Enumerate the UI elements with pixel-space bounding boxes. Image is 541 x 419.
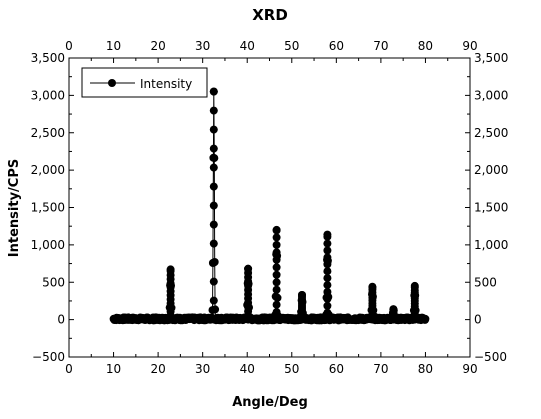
peak-point xyxy=(272,240,281,249)
peak-point xyxy=(323,232,332,241)
peak-point xyxy=(209,163,218,172)
y-tick-label-right: 1,500 xyxy=(474,201,508,215)
y-tick-label-left: −500 xyxy=(32,350,65,364)
y-tick-label-right: 2,000 xyxy=(474,163,508,177)
x-tick-label-top: 90 xyxy=(462,39,477,53)
x-tick-label-top: 20 xyxy=(150,39,165,53)
y-tick-label-left: 2,000 xyxy=(31,163,65,177)
peak-point xyxy=(209,144,218,153)
peak-point xyxy=(272,293,281,302)
plot-frame xyxy=(68,57,471,358)
data-point xyxy=(211,305,220,314)
peak-point xyxy=(323,260,332,269)
peak-point xyxy=(272,300,281,309)
peak-point xyxy=(209,239,218,248)
peak-point xyxy=(272,285,281,294)
x-tick-label-bottom: 70 xyxy=(373,362,388,376)
x-axis-title: Angle/Deg xyxy=(232,395,308,410)
y-tick-label-left: 1,000 xyxy=(31,238,65,252)
data-point xyxy=(210,154,219,163)
x-tick-label-bottom: 40 xyxy=(240,362,255,376)
y-tick-label-right: 3,000 xyxy=(474,88,508,102)
peak-point xyxy=(209,125,218,134)
x-tick-label-bottom: 0 xyxy=(65,362,73,376)
peak-point xyxy=(209,182,218,191)
x-tick-label-bottom: 90 xyxy=(462,362,477,376)
peak-point xyxy=(209,277,218,286)
peak-point xyxy=(209,220,218,229)
peak-point xyxy=(272,278,281,287)
x-tick-label-bottom: 60 xyxy=(329,362,344,376)
peak-point xyxy=(323,288,332,296)
peak-point xyxy=(209,296,218,305)
x-tick-label-bottom: 80 xyxy=(418,362,433,376)
peak-point xyxy=(209,315,218,324)
peak-point xyxy=(272,263,281,272)
peak-point xyxy=(209,258,218,267)
peak-point xyxy=(323,246,332,255)
x-tick-label-top: 0 xyxy=(65,39,73,53)
x-tick-label-bottom: 30 xyxy=(195,362,210,376)
y-tick-label-right: 1,000 xyxy=(474,238,508,252)
x-tick-label-top: 40 xyxy=(240,39,255,53)
peak-point xyxy=(323,253,332,262)
x-tick-label-top: 80 xyxy=(418,39,433,53)
legend: Intensity xyxy=(81,67,208,98)
series-markers xyxy=(109,87,430,325)
peak-point xyxy=(272,233,281,242)
legend-series-name: Intensity xyxy=(140,77,192,91)
peak-point xyxy=(323,294,332,303)
peak-point xyxy=(298,291,306,299)
x-tick-label-bottom: 20 xyxy=(150,362,165,376)
y-tick-label-right: 0 xyxy=(474,313,482,327)
peak-point xyxy=(272,225,281,234)
y-tick-label-right: 2,500 xyxy=(474,126,508,140)
peak-point xyxy=(389,305,398,314)
data-point xyxy=(421,314,430,323)
y-tick-label-left: 3,500 xyxy=(31,51,65,65)
peak-point xyxy=(323,281,332,290)
y-tick-label-right: −500 xyxy=(474,350,507,364)
y-tick-label-left: 1,500 xyxy=(31,201,65,215)
plot-area xyxy=(109,87,430,325)
y-tick-label-right: 3,500 xyxy=(474,51,508,65)
axes: 00101020203030404050506060707080809090−5… xyxy=(31,39,509,376)
y-tick-label-left: 0 xyxy=(57,313,65,327)
x-tick-label-top: 30 xyxy=(195,39,210,53)
x-tick-label-bottom: 10 xyxy=(106,362,121,376)
peak-point xyxy=(209,106,218,115)
x-tick-label-top: 50 xyxy=(284,39,299,53)
peak-point xyxy=(323,308,332,317)
x-tick-label-top: 70 xyxy=(373,39,388,53)
peak-point xyxy=(209,201,218,210)
y-tick-label-left: 500 xyxy=(42,275,65,289)
peak-point xyxy=(272,248,281,257)
series-line xyxy=(113,91,426,323)
peak-point xyxy=(272,255,281,264)
peak-point xyxy=(323,315,332,324)
chart-title: XRD xyxy=(252,6,288,24)
y-tick-label-left: 2,500 xyxy=(31,126,65,140)
peak-point xyxy=(272,308,281,317)
x-tick-label-top: 10 xyxy=(106,39,121,53)
peak-point xyxy=(323,267,332,276)
peak-point xyxy=(323,274,332,283)
peak-point xyxy=(410,283,419,292)
peak-point xyxy=(244,264,253,273)
y-tick-label-left: 3,000 xyxy=(31,88,65,102)
peak-point xyxy=(272,270,281,279)
y-axis-title: Intensity/CPS xyxy=(7,159,22,257)
peak-point xyxy=(209,87,218,96)
y-tick-label-right: 500 xyxy=(474,275,497,289)
x-tick-label-bottom: 50 xyxy=(284,362,299,376)
legend-marker-sample xyxy=(108,79,116,87)
peak-point xyxy=(323,301,332,310)
x-tick-label-top: 60 xyxy=(329,39,344,53)
peak-point xyxy=(272,315,281,324)
peak-point xyxy=(323,239,332,248)
peak-point xyxy=(166,267,175,275)
peak-point xyxy=(368,282,377,291)
